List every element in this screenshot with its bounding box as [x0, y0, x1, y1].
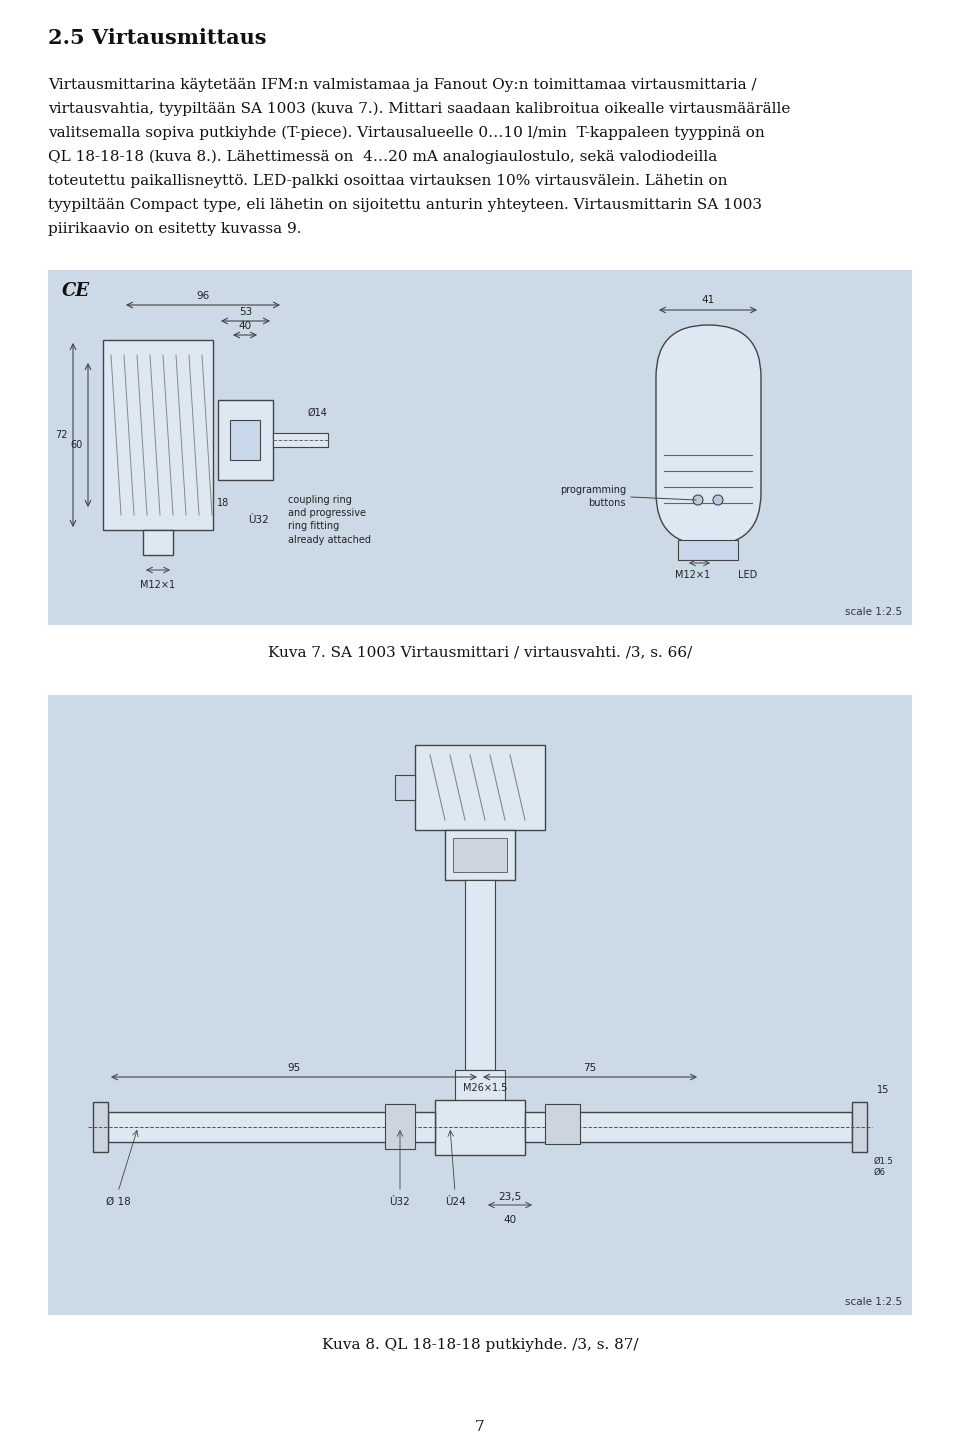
Text: 40: 40: [503, 1215, 516, 1225]
Text: M26×1.5: M26×1.5: [463, 1082, 507, 1093]
Text: Ù32: Ù32: [390, 1197, 410, 1207]
Bar: [273, 433, 328, 448]
Text: scale 1:2.5: scale 1:2.5: [845, 607, 902, 618]
Text: 18: 18: [217, 498, 229, 509]
Text: Ù24: Ù24: [444, 1197, 466, 1207]
Bar: [48, 695, 912, 1315]
Text: 41: 41: [702, 295, 714, 305]
Text: Ø1.5
Ø6: Ø1.5 Ø6: [874, 1157, 894, 1177]
Bar: [230, 420, 260, 461]
Text: scale 1:2.5: scale 1:2.5: [845, 1298, 902, 1308]
Bar: [395, 774, 415, 801]
Text: coupling ring
and progressive
ring fitting
already attached: coupling ring and progressive ring fitti…: [288, 495, 371, 545]
Text: QL 18-18-18 (kuva 8.). Lähettimessä on  4…20 mA analogiaulostulo, sekä valodiode: QL 18-18-18 (kuva 8.). Lähettimessä on 4…: [48, 150, 717, 164]
Bar: [852, 1101, 867, 1152]
Bar: [48, 270, 912, 625]
Bar: [453, 838, 507, 872]
Bar: [415, 745, 545, 830]
Text: 75: 75: [584, 1064, 596, 1072]
Text: valitsemalla sopiva putkiyhde (T-piece). Virtausalueelle 0…10 l/min  T-kappaleen: valitsemalla sopiva putkiyhde (T-piece).…: [48, 126, 765, 141]
Text: 15: 15: [877, 1085, 889, 1096]
Text: toteutettu paikallisneyttö. LED-palkki osoittaa virtauksen 10% virtausvälein. Lä: toteutettu paikallisneyttö. LED-palkki o…: [48, 174, 728, 187]
Text: 95: 95: [287, 1064, 300, 1072]
Text: Virtausmittarina käytetään IFM:n valmistamaa ja Fanout Oy:n toimittamaa virtausm: Virtausmittarina käytetään IFM:n valmist…: [48, 78, 756, 92]
Bar: [103, 340, 213, 530]
Text: piirikaavio on esitetty kuvassa 9.: piirikaavio on esitetty kuvassa 9.: [48, 222, 301, 235]
Bar: [93, 1101, 108, 1152]
Text: CE: CE: [62, 282, 90, 299]
Text: 40: 40: [238, 321, 252, 331]
Bar: [465, 881, 495, 1069]
Text: 7: 7: [475, 1420, 485, 1434]
Text: Kuva 8. QL 18-18-18 putkiyhde. /3, s. 87/: Kuva 8. QL 18-18-18 putkiyhde. /3, s. 87…: [322, 1338, 638, 1351]
Text: Ø 18: Ø 18: [106, 1197, 131, 1207]
Text: 23,5: 23,5: [498, 1191, 521, 1202]
Text: Ù32: Ù32: [248, 514, 269, 525]
Bar: [545, 1104, 580, 1144]
Text: M12×1: M12×1: [140, 580, 176, 590]
Bar: [385, 1104, 415, 1149]
Bar: [455, 1069, 505, 1104]
FancyBboxPatch shape: [656, 325, 761, 545]
Text: M12×1: M12×1: [676, 570, 710, 580]
Bar: [445, 830, 515, 881]
Text: 72: 72: [56, 430, 68, 440]
FancyBboxPatch shape: [218, 400, 273, 479]
Text: 2.5 Virtausmittaus: 2.5 Virtausmittaus: [48, 28, 267, 48]
Bar: [435, 1100, 525, 1155]
Text: Kuva 7. SA 1003 Virtausmittari / virtausvahti. /3, s. 66/: Kuva 7. SA 1003 Virtausmittari / virtaus…: [268, 645, 692, 660]
Bar: [108, 1112, 435, 1142]
Text: Ø14: Ø14: [308, 408, 328, 418]
Text: 96: 96: [197, 291, 209, 301]
Text: 60: 60: [71, 440, 83, 450]
Bar: [678, 541, 738, 559]
Bar: [525, 1112, 852, 1142]
Text: 53: 53: [239, 307, 252, 317]
Text: tyypiltään Compact type, eli lähetin on sijoitettu anturin yhteyteen. Virtausmit: tyypiltään Compact type, eli lähetin on …: [48, 198, 762, 212]
Text: programming
buttons: programming buttons: [560, 485, 626, 509]
Circle shape: [713, 495, 723, 506]
Text: virtausvahtia, tyypiltään SA 1003 (kuva 7.). Mittari saadaan kalibroitua oikeall: virtausvahtia, tyypiltään SA 1003 (kuva …: [48, 102, 790, 116]
Circle shape: [693, 495, 703, 506]
Bar: [143, 530, 173, 555]
Text: LED: LED: [738, 570, 757, 580]
